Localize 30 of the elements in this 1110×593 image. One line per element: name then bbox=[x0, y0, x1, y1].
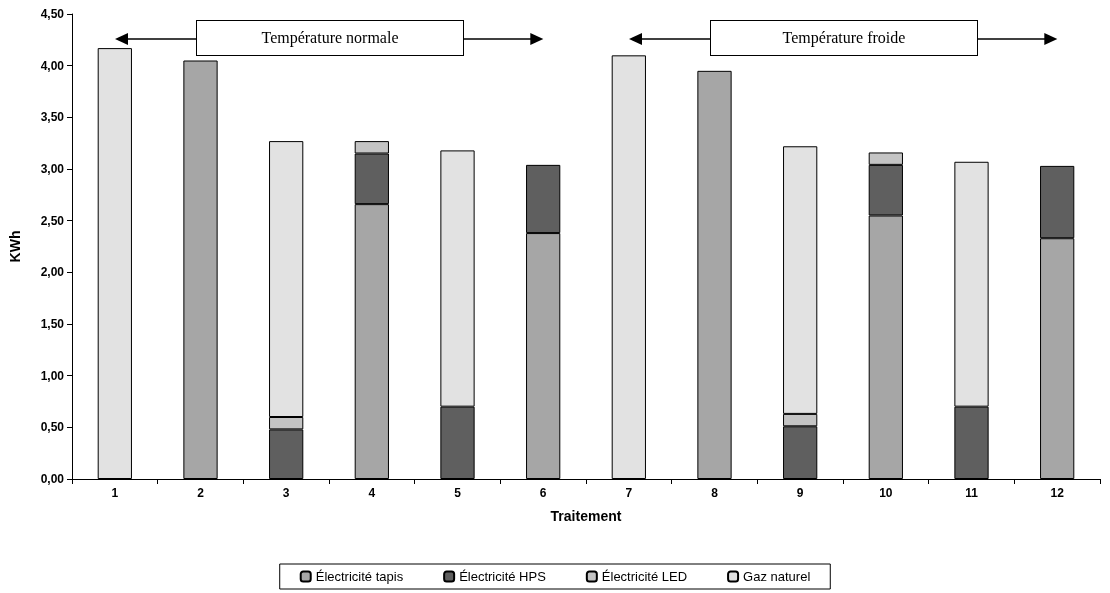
x-tick-label: 1 bbox=[111, 486, 119, 500]
label-box: Température normale bbox=[196, 20, 464, 56]
y-tick-label: 0,50 bbox=[40, 420, 65, 435]
x-tick-label: 6 bbox=[539, 486, 547, 500]
x-tick-label: 3 bbox=[282, 486, 290, 500]
x-tick-label: 12 bbox=[1050, 486, 1065, 500]
y-tick-label: 1,00 bbox=[40, 368, 65, 383]
x-axis-title: Traitement bbox=[550, 508, 622, 524]
x-tick-label: 2 bbox=[197, 486, 205, 500]
y-tick-label: 4,50 bbox=[40, 7, 65, 21]
y-tick-label: 4,00 bbox=[40, 58, 65, 73]
y-tick-label: 0,00 bbox=[40, 472, 65, 486]
y-tick-label: 3,00 bbox=[40, 162, 65, 176]
y-tick-label: 3,50 bbox=[40, 110, 65, 125]
legend-label: Électricité tapis bbox=[315, 569, 404, 584]
x-tick-label: 4 bbox=[368, 486, 376, 500]
x-tick-label: 9 bbox=[796, 486, 804, 500]
y-axis-title: KWh bbox=[7, 230, 23, 263]
x-tick-label: 7 bbox=[625, 486, 633, 500]
legend-label: Électricité LED bbox=[601, 569, 688, 584]
legend-label: Électricité HPS bbox=[459, 569, 547, 584]
y-tick-label: 2,50 bbox=[40, 213, 65, 228]
x-tick-label: 11 bbox=[965, 486, 979, 500]
x-tick-label: 8 bbox=[711, 486, 719, 500]
label-box: Température froide bbox=[710, 20, 978, 56]
x-tick-label: 5 bbox=[454, 486, 462, 500]
y-tick-label: 2,00 bbox=[40, 265, 65, 280]
y-tick-label: 1,50 bbox=[40, 317, 65, 331]
x-tick-label: 10 bbox=[879, 486, 893, 500]
legend-label: Gaz naturel bbox=[743, 569, 811, 584]
